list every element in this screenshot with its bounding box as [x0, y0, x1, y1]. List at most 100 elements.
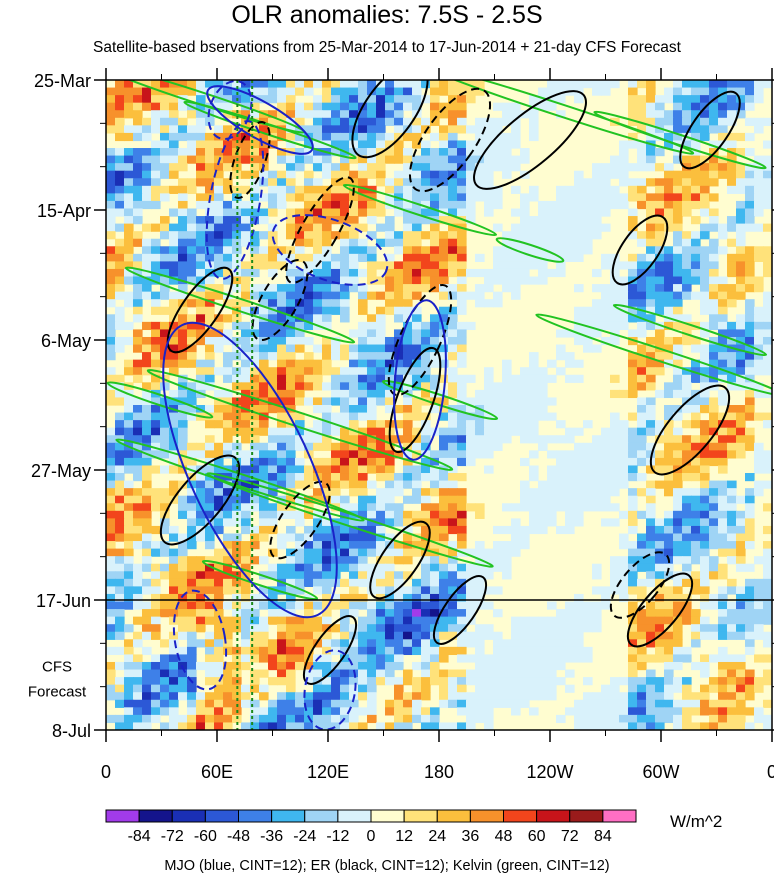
heatmap-cell [511, 276, 521, 285]
heatmap-cell [421, 352, 431, 361]
heatmap-cell [160, 216, 170, 225]
heatmap-cell [493, 140, 503, 149]
heatmap-cell [592, 571, 602, 580]
heatmap-cell [646, 193, 656, 202]
heatmap-cell [619, 389, 629, 399]
heatmap-cell [700, 367, 710, 376]
heatmap-cell [592, 329, 602, 338]
heatmap-cell [529, 465, 539, 474]
heatmap-cell [322, 465, 332, 474]
heatmap-cell [241, 329, 251, 338]
heatmap-cell [268, 661, 278, 671]
heatmap-cell [736, 163, 746, 172]
heatmap-cell [718, 435, 728, 444]
heatmap-cell [637, 412, 647, 421]
heatmap-cell [214, 125, 224, 134]
heatmap-cell [592, 231, 602, 240]
heatmap-cell [313, 722, 323, 730]
heatmap-cell [304, 571, 314, 580]
heatmap-cell [520, 677, 530, 686]
heatmap-cell [763, 465, 772, 474]
heatmap-cell [196, 661, 206, 671]
heatmap-cell [304, 87, 314, 96]
heatmap-cell [160, 525, 170, 535]
heatmap-cell [763, 669, 772, 678]
heatmap-cell [178, 609, 188, 618]
heatmap-cell [727, 586, 737, 595]
heatmap-cell [457, 238, 467, 247]
heatmap-cell [421, 684, 431, 693]
heatmap-cell [394, 654, 404, 663]
heatmap-cell [205, 654, 215, 663]
colorbar-label: -72 [161, 828, 184, 845]
heatmap-cell [556, 457, 566, 467]
heatmap-cell [421, 163, 431, 172]
er-contour [388, 346, 442, 454]
heatmap-cell [430, 374, 440, 383]
heatmap-cell [637, 593, 647, 603]
heatmap-cell [304, 359, 314, 368]
heatmap-cell [412, 344, 422, 353]
heatmap-cell [142, 578, 152, 587]
heatmap-cell [376, 525, 386, 535]
heatmap-cell [124, 707, 134, 716]
heatmap-cell [376, 571, 386, 580]
heatmap-cell [736, 548, 746, 557]
heatmap-cell [160, 185, 170, 194]
heatmap-cell [205, 586, 215, 595]
heatmap-cell [322, 132, 332, 142]
heatmap-cell [538, 87, 548, 96]
heatmap-cell [133, 457, 143, 467]
heatmap-cell [394, 601, 404, 610]
heatmap-cell [241, 488, 251, 497]
heatmap-cell [718, 95, 728, 104]
heatmap-cell [439, 314, 449, 323]
heatmap-cell [412, 329, 422, 338]
heatmap-cell [367, 669, 377, 678]
heatmap-cell [178, 336, 188, 346]
heatmap-cell [205, 238, 215, 247]
heatmap-cell [673, 268, 683, 278]
heatmap-cell [664, 291, 674, 300]
heatmap-cell [700, 132, 710, 142]
heatmap-cell [466, 654, 476, 663]
heatmap-cell [223, 178, 233, 187]
heatmap-cell [502, 163, 512, 172]
colorbar-swatch [304, 809, 339, 823]
heatmap-cell [565, 707, 575, 716]
heatmap-cell [295, 692, 305, 701]
heatmap-cell [106, 216, 116, 225]
heatmap-cell [142, 268, 152, 278]
heatmap-cell [358, 488, 368, 497]
heatmap-cell [655, 291, 665, 300]
heatmap-cell [682, 677, 692, 686]
heatmap-cell [403, 707, 413, 716]
heatmap-cell [304, 601, 314, 610]
heatmap-cell [142, 246, 152, 255]
heatmap-cell [376, 639, 386, 648]
heatmap-cell [124, 246, 134, 255]
heatmap-cell [169, 480, 179, 489]
heatmap-cell [502, 367, 512, 376]
heatmap-cell [439, 609, 449, 618]
heatmap-cell [439, 405, 449, 414]
heatmap-cell [700, 261, 710, 270]
heatmap-cell [700, 117, 710, 126]
heatmap-cell [673, 374, 683, 383]
heatmap-cell [637, 185, 647, 194]
heatmap-cell [493, 631, 503, 640]
heatmap-cell [691, 609, 701, 618]
heatmap-cell [106, 170, 116, 179]
heatmap-cell [691, 450, 701, 459]
heatmap-cell [250, 616, 260, 625]
heatmap-cell [475, 80, 485, 89]
heatmap-cell [349, 389, 359, 399]
heatmap-cell [106, 646, 116, 656]
heatmap-cell [421, 276, 431, 285]
heatmap-cell [592, 268, 602, 278]
heatmap-cell [214, 193, 224, 202]
heatmap-cell [115, 397, 125, 406]
heatmap-cell [511, 684, 521, 693]
heatmap-cell [700, 389, 710, 399]
heatmap-cell [610, 284, 620, 293]
